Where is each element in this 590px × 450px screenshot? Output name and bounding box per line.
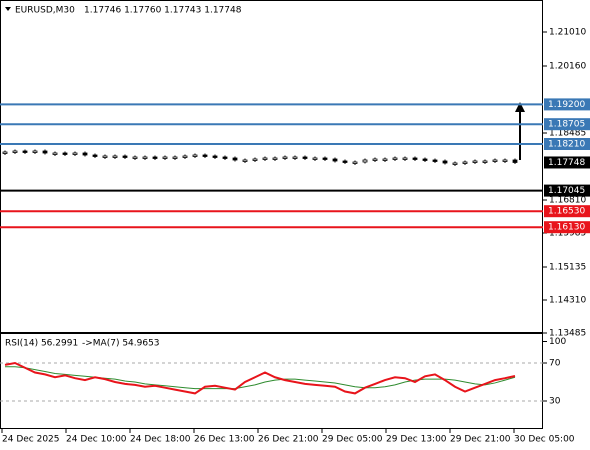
level-label: 1.18210 — [548, 140, 585, 150]
y-tick-label: 1.21010 — [549, 28, 586, 38]
y-tick-label: 1.15985 — [549, 229, 586, 239]
x-tick-label: 24 Dec 18:00 — [130, 435, 191, 445]
candle — [62, 152, 68, 155]
candle — [42, 150, 48, 154]
rsi-tick-label: 100 — [549, 337, 566, 347]
candle — [512, 159, 518, 163]
candle — [492, 159, 498, 162]
level-label-box — [544, 98, 590, 111]
x-tick-label: 24 Dec 2025 — [2, 435, 60, 445]
menu-triangle[interactable] — [5, 7, 11, 11]
x-tick-label: 26 Dec 13:00 — [194, 435, 255, 445]
rsi-tick-label: 30 — [549, 397, 561, 407]
candle — [292, 156, 298, 159]
level-label: 1.16530 — [548, 207, 585, 217]
level-label-box — [544, 138, 590, 150]
candle — [102, 155, 108, 158]
candle — [142, 156, 148, 159]
candle — [502, 159, 508, 162]
rsi-line — [4, 361, 516, 395]
candle — [22, 150, 28, 153]
candle — [32, 150, 38, 153]
candle — [152, 156, 158, 159]
candle — [122, 155, 128, 158]
last-price-label: 1.17748 — [548, 158, 585, 168]
x-tick-label: 30 Dec 05:00 — [514, 435, 575, 445]
rsi-panel — [0, 333, 543, 429]
candle — [462, 161, 468, 164]
candle — [302, 156, 308, 159]
candle — [372, 158, 378, 161]
candle — [212, 155, 218, 158]
y-tick-label: 1.18485 — [549, 129, 586, 139]
level-label-box — [544, 221, 590, 234]
level-label-box — [544, 205, 590, 218]
symbol-title: EURUSD,M30 — [15, 6, 75, 16]
candle — [452, 162, 458, 165]
y-tick-label: 1.15135 — [549, 263, 586, 273]
candle — [322, 157, 328, 160]
level-label: 1.19200 — [548, 100, 585, 110]
x-tick-label: 29 Dec 13:00 — [386, 435, 447, 445]
candle — [52, 152, 58, 155]
candle — [162, 156, 168, 159]
rsi-title: RSI(14) 56.2991 — [5, 339, 78, 349]
candle — [402, 157, 408, 160]
ohlc-text: 1.17746 1.17760 1.17743 1.17748 — [84, 6, 242, 16]
x-tick-label: 24 Dec 10:00 — [66, 435, 127, 445]
candle — [422, 158, 428, 161]
candle — [262, 157, 268, 160]
rsi-ma-title: ->MA(7) 54.9653 — [82, 339, 160, 349]
candle — [112, 155, 118, 158]
candle — [222, 156, 228, 159]
candle — [192, 154, 198, 157]
candle — [252, 158, 258, 161]
candle — [202, 154, 208, 157]
y-tick-label: 1.13485 — [549, 329, 586, 339]
candle — [342, 160, 348, 163]
candle — [2, 151, 8, 154]
candle — [482, 160, 488, 163]
candle — [242, 159, 248, 162]
x-tick-label: 26 Dec 21:00 — [258, 435, 319, 445]
candle — [332, 158, 338, 162]
level-label: 1.17045 — [548, 186, 585, 196]
candle — [362, 159, 368, 163]
last-price-box — [544, 156, 590, 169]
y-tick-label: 1.16810 — [549, 196, 586, 206]
x-tick-label: 29 Dec 05:00 — [322, 435, 383, 445]
candle — [282, 156, 288, 159]
candle — [172, 156, 178, 159]
level-label-box — [544, 184, 590, 197]
candle — [412, 157, 418, 160]
candle — [92, 154, 98, 157]
y-tick-label: 1.20160 — [549, 62, 586, 72]
candle — [442, 160, 448, 164]
candle — [72, 152, 78, 155]
level-label-box — [544, 118, 590, 131]
candle — [472, 160, 478, 163]
level-label: 1.16130 — [548, 223, 585, 233]
rsi-tick-label: 70 — [549, 359, 561, 369]
candle — [182, 155, 188, 158]
arrow-head — [515, 102, 525, 112]
candle — [312, 157, 318, 160]
x-tick-label: 29 Dec 21:00 — [450, 435, 511, 445]
candle — [12, 150, 18, 153]
candle — [132, 156, 138, 159]
candle — [382, 158, 388, 161]
main-panel — [0, 0, 543, 333]
candle — [352, 161, 358, 164]
candle — [272, 157, 278, 160]
candle — [432, 159, 438, 162]
candle — [82, 152, 88, 156]
level-label: 1.18705 — [548, 120, 585, 130]
candle — [232, 157, 238, 161]
rsi-ma-line — [5, 366, 516, 390]
candle — [392, 157, 398, 160]
y-tick-label: 1.14310 — [549, 296, 586, 306]
